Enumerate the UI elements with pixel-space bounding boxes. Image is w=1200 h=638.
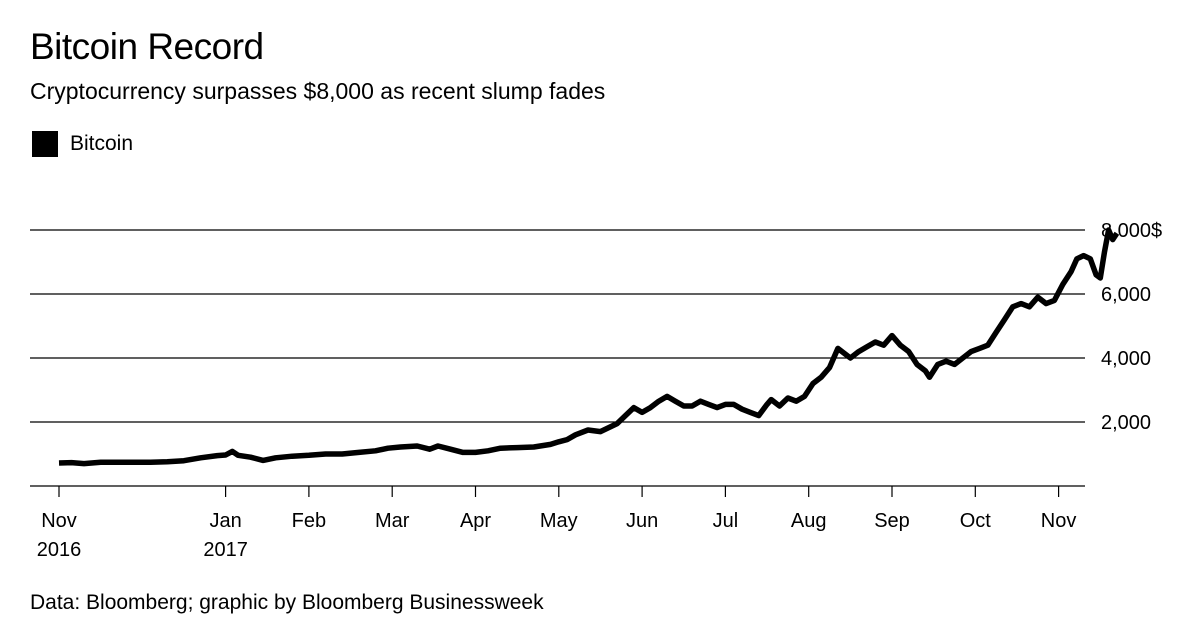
- x-tick-label-3: Mar: [375, 510, 410, 532]
- x-tick-label-11: Nov: [1041, 510, 1077, 532]
- y-tick-label-2000: 2,000: [1101, 412, 1151, 434]
- x-tick-label-8: Aug: [791, 510, 827, 532]
- x-tick-label-10: Oct: [960, 510, 992, 532]
- series-line-bitcoin: [58, 227, 1120, 467]
- legend: Bitcoin: [32, 131, 133, 157]
- x-tick-label-6: Jun: [626, 510, 658, 532]
- x-tick-label-4: Apr: [460, 510, 491, 532]
- x-tick-label-5: May: [540, 510, 578, 532]
- legend-label-bitcoin: Bitcoin: [70, 132, 134, 155]
- source-note: Data: Bloomberg; graphic by Bloomberg Bu…: [30, 591, 544, 614]
- x-tick-label-0: Nov: [41, 510, 77, 532]
- y-tick-label-6000: 6,000: [1101, 284, 1151, 306]
- chart-subtitle: Cryptocurrency surpasses $8,000 as recen…: [30, 78, 606, 104]
- x-tick-year-label-1: 2017: [203, 539, 248, 561]
- x-tick-label-1: Jan: [209, 510, 241, 532]
- chart-title: Bitcoin Record: [30, 26, 264, 67]
- y-tick-label-4000: 4,000: [1101, 348, 1151, 370]
- x-tick-label-7: Jul: [713, 510, 739, 532]
- x-tick-label-2: Feb: [292, 510, 326, 532]
- x-tick-year-label-0: 2016: [37, 539, 82, 561]
- x-tick-label-9: Sep: [874, 510, 910, 532]
- legend-swatch-bitcoin: [32, 131, 58, 157]
